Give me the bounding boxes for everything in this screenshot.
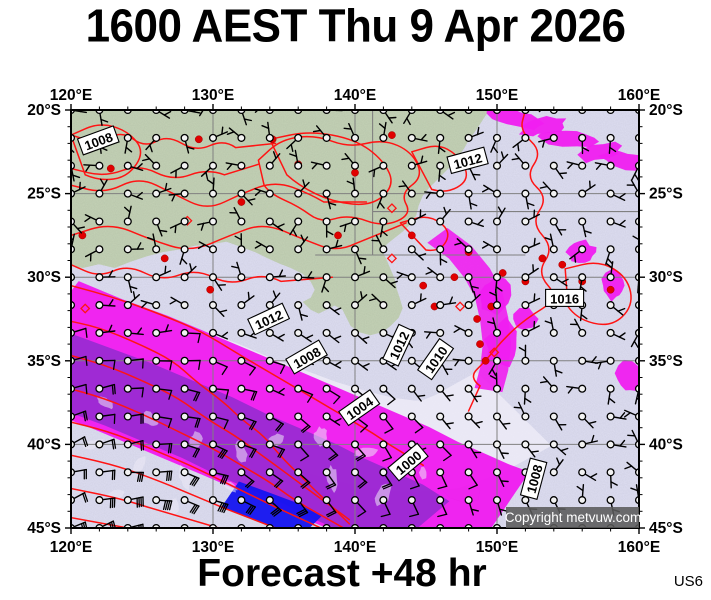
svg-text:140°E: 140°E [334, 87, 376, 104]
svg-text:35°S: 35°S [649, 353, 683, 370]
svg-text:25°S: 25°S [649, 186, 683, 203]
svg-text:30°S: 30°S [27, 269, 61, 286]
svg-text:45°S: 45°S [649, 520, 683, 537]
svg-text:45°S: 45°S [27, 520, 61, 537]
svg-text:Copyright metvuw.com: Copyright metvuw.com [505, 510, 642, 525]
svg-text:35°S: 35°S [27, 353, 61, 370]
svg-text:130°E: 130°E [192, 87, 234, 104]
svg-text:150°E: 150°E [476, 87, 518, 104]
svg-text:25°S: 25°S [27, 186, 61, 203]
svg-text:1016: 1016 [550, 291, 579, 306]
svg-text:30°S: 30°S [649, 269, 683, 286]
svg-text:20°S: 20°S [27, 102, 61, 119]
svg-text:40°S: 40°S [649, 436, 683, 453]
svg-text:40°S: 40°S [27, 436, 61, 453]
svg-text:20°S: 20°S [649, 102, 683, 119]
